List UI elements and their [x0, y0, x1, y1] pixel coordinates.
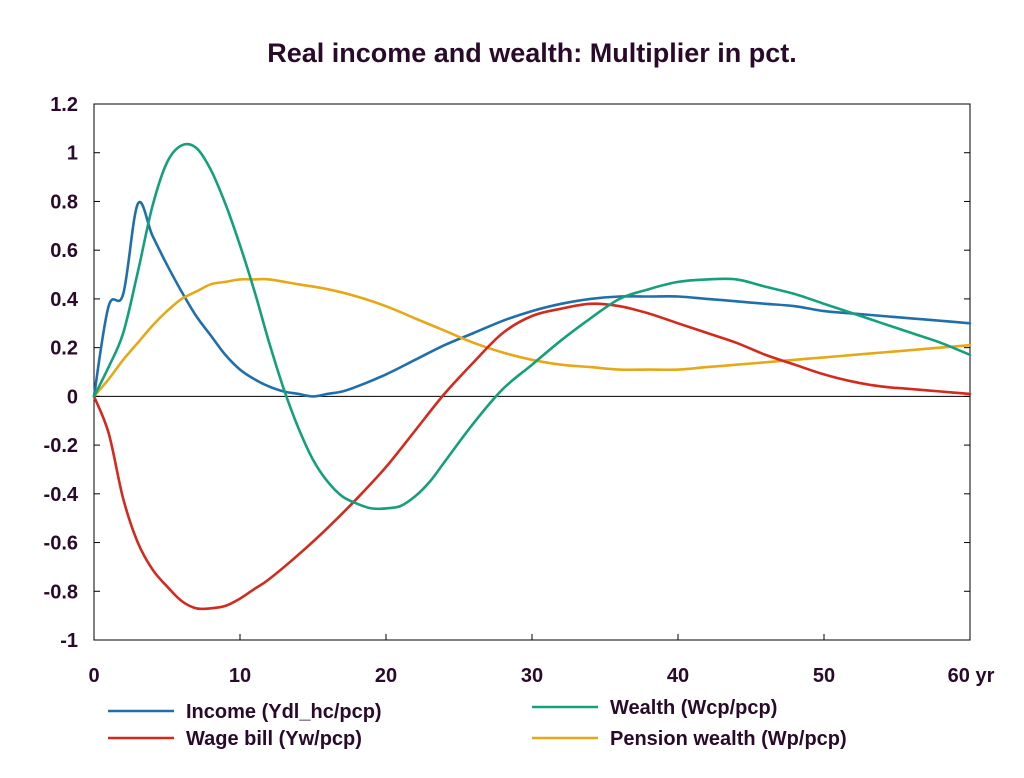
legend-label: Income (Ydl_hc/pcp) [186, 701, 382, 723]
y-tick-label: 0.2 [50, 338, 78, 360]
legend-label: Pension wealth (Wp/pcp) [610, 728, 847, 750]
y-tick-label: -0.8 [44, 581, 78, 603]
series-lines [92, 142, 972, 611]
y-tick-label: 1 [67, 143, 78, 165]
plot-area-frame [93, 103, 971, 641]
x-tick-label: 60 yr [948, 665, 995, 687]
y-tick-label: 0.4 [50, 289, 79, 311]
x-tick-label: 30 [521, 665, 543, 687]
series-line-wage-1 [92, 302, 972, 611]
x-tick-label: 40 [667, 665, 689, 687]
legend-label: Wage bill (Yw/pcp) [186, 728, 362, 750]
y-tick-label: -0.2 [44, 435, 78, 457]
x-tick-label: 10 [229, 665, 251, 687]
series-line-pension-3 [92, 277, 972, 398]
series-line-wealth-2 [92, 142, 972, 511]
x-axis: 0 10 20 30 40 50 60 yr [88, 634, 995, 687]
y-tick-label: -0.4 [44, 484, 79, 506]
y-tick-label: 0.8 [50, 191, 78, 213]
legend: Income (Ydl_hc/pcp) Wealth (Wcp/pcp) Wage … [108, 697, 847, 750]
y-tick-label: 1.2 [50, 94, 78, 116]
y-axis: 1.2 1 0.8 0.6 0.4 0.2 0 -0.2 -0.4 -0.6 -0.8 -1 [44, 94, 970, 652]
y-tick-label: -0.6 [44, 533, 78, 555]
x-tick-label: 20 [375, 665, 397, 687]
chart-title: Real income and wealth: Multiplier in pc… [267, 38, 797, 68]
y-tick-label: -1 [60, 630, 78, 652]
series-line-income-0 [92, 200, 972, 398]
x-tick-label: 0 [88, 665, 99, 687]
y-tick-label: 0.6 [50, 240, 78, 262]
legend-label: Wealth (Wcp/pcp) [610, 697, 777, 719]
y-tick-label: 0 [67, 386, 78, 408]
x-tick-label: 50 [813, 665, 835, 687]
